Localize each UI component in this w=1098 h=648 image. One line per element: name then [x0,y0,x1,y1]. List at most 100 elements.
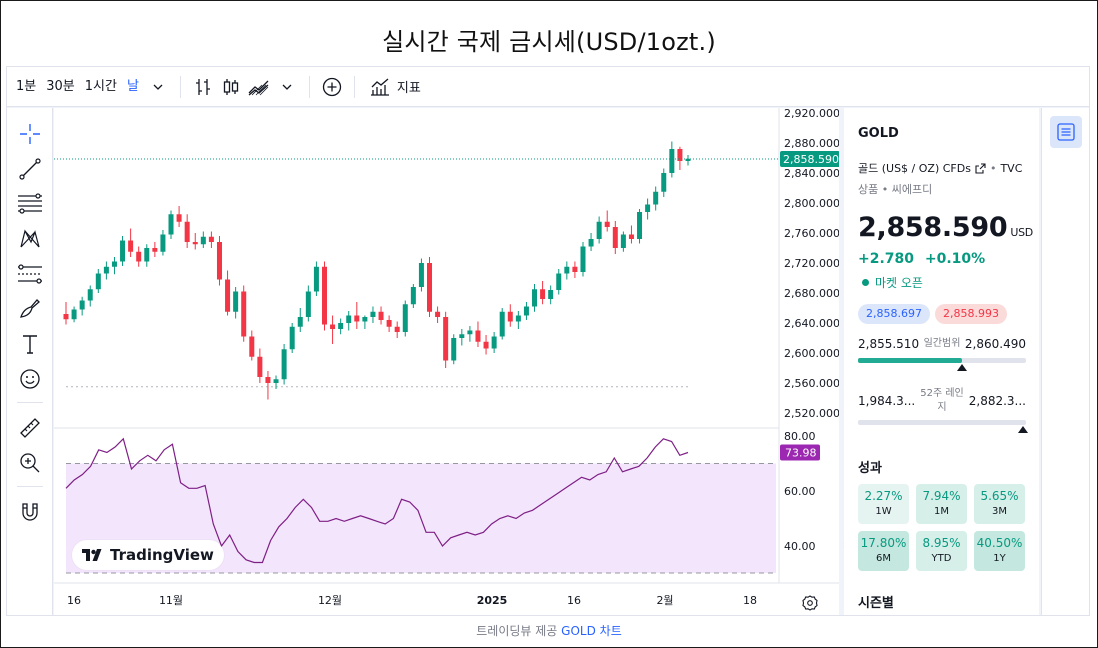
candle-body [233,291,239,312]
candle-body [362,317,368,322]
candle-body [532,289,538,307]
performance-cell-3m[interactable]: 5.65% 3M [974,484,1025,524]
toolbar-divider [308,75,310,98]
performance-title: 성과 [858,461,882,476]
candlestick-style-icon[interactable] [217,73,245,101]
candle-body [580,246,586,272]
year-range-low: 1,984.3... [858,394,916,408]
candle-body [556,273,562,290]
chart-pane[interactable]: 2,920.000 2,880.000 2,840.000 2,800.000 2,76… [54,108,839,615]
candle-body [346,315,352,323]
candle-body [321,266,327,325]
candle-body [273,379,279,383]
forecast-tools-icon[interactable] [16,260,44,288]
day-range-low: 2,855.510 [858,337,920,351]
price-chart[interactable]: 2,920.000 2,880.000 2,840.000 2,800.000 2,76… [54,108,839,615]
external-link-icon[interactable] [975,162,986,174]
candle-body [685,158,691,161]
candle-body [192,242,198,245]
time-axis-tick: 18 [743,594,757,607]
bar-chart-style-icon[interactable] [189,73,217,101]
symbol-description[interactable]: 골드 (US$ / OZ) CFDs [858,162,971,175]
performance-period: 1W [875,506,892,517]
emoji-icon[interactable] [16,365,44,393]
chart-settings-gear-icon[interactable] [799,592,821,614]
candle-body [491,336,497,349]
market-status-label: 마켓 오픈 [875,276,923,290]
rsi-value-badge [780,444,820,461]
candle-body [435,311,441,317]
symbol-category-row: 상품 • 씨에프디 [858,181,932,197]
candle-body [208,236,214,242]
attribution-footer: 트레이딩뷰 제공 GOLD 차트 [0,622,1098,639]
area-chart-style-icon[interactable] [245,73,273,101]
candle-body [475,330,481,342]
compare-add-icon[interactable] [318,73,346,101]
interval-1m-button[interactable]: 1분 [16,78,37,94]
candle-body [144,248,150,262]
watchlist-details-icon[interactable] [1050,116,1082,148]
candle-body [128,240,134,252]
crosshair-icon[interactable] [16,120,44,148]
fib-retracement-icon[interactable] [16,190,44,218]
performance-cell-1y[interactable]: 40.50% 1Y [974,531,1025,571]
ruler-icon[interactable] [16,414,44,442]
candle-body [628,234,634,239]
symbol-exchange: TVC [1000,161,1023,175]
price-axis-tick: 2,640.000 [784,317,839,330]
year-range-row: 1,984.3... 52주 레인지 2,882.3... [858,387,1026,415]
candle-body [564,266,570,274]
current-price-badge [780,151,839,168]
time-axis-tick: 11월 [159,594,183,607]
rsi-value-label: 73.98 [785,447,817,460]
magnet-icon[interactable] [16,498,44,526]
seasonal-title: 시즌별 [858,596,894,611]
candle-body [402,304,408,332]
candle-body [604,221,610,227]
performance-cell-1w[interactable]: 2.27% 1W [858,484,909,524]
toolbar-divider [179,75,181,98]
candle-body [330,324,336,329]
indicators-icon [370,78,389,96]
candle-body [111,261,117,267]
xabcd-pattern-icon[interactable] [16,225,44,253]
chart-style-chevron-icon[interactable] [273,73,301,101]
text-tool-icon[interactable] [16,330,44,358]
candle-body [612,227,618,248]
candle-body [386,320,392,327]
toolbar-divider [353,75,355,98]
candle-body [596,221,602,239]
performance-value: 8.95% [922,536,961,550]
rsi-axis-tick: 40.00 [784,540,816,553]
interval-1h-button[interactable]: 1시간 [84,78,117,94]
interval-day-button[interactable]: 날 [126,78,139,94]
zoom-in-icon[interactable] [16,449,44,477]
attribution-link[interactable]: GOLD 차트 [561,624,622,638]
interval-30m-button[interactable]: 30분 [46,78,75,94]
candle-body [378,311,384,320]
candle-body [71,309,77,320]
symbol-details-panel: GOLD 골드 (US$ / OZ) CFDs • TVC 상품 • 씨에프디 … [844,108,1039,615]
performance-cell-ytd[interactable]: 8.95% YTD [916,531,967,571]
performance-value: 5.65% [980,489,1019,503]
price-axis-tick: 2,720.000 [784,257,839,270]
price-axis-tick: 2,680.000 [784,287,839,300]
candle-body [79,300,85,310]
interval-dropdown-chevron-icon[interactable] [144,73,172,101]
indicators-button[interactable]: 지표 [363,77,427,97]
day-range-row: 2,855.510 일간범위 2,860.490 [858,337,1026,351]
tradingview-widget: 1분 30분 1시간 날 지표 [6,66,1090,616]
candle-body [645,204,651,212]
tradingview-logo[interactable]: TradingView [72,540,224,570]
day-range-high: 2,860.490 [964,337,1026,351]
trend-line-icon[interactable] [16,155,44,183]
brush-icon[interactable] [16,295,44,323]
candle-body [160,234,166,252]
candle-body [354,315,360,322]
candle-body [427,263,433,312]
performance-cell-6m[interactable]: 17.80% 6M [858,531,909,571]
price-change: +2.780 +0.10% [858,251,985,267]
candle-body [499,311,505,337]
right-sidebar [1041,108,1089,615]
performance-cell-1m[interactable]: 7.94% 1M [916,484,967,524]
